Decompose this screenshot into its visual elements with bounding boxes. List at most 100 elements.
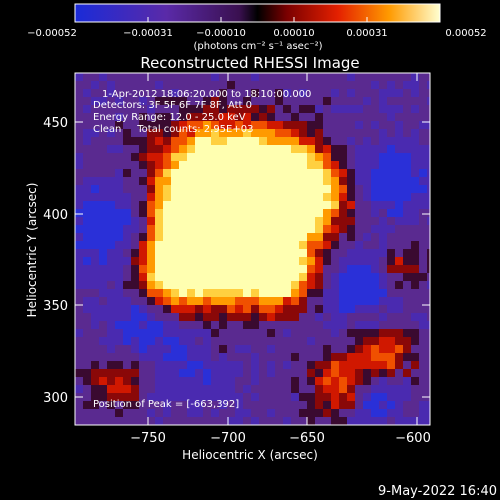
image-pixel [139, 401, 147, 409]
image-pixel [299, 313, 307, 321]
image-pixel [75, 185, 83, 193]
image-pixel [187, 153, 195, 161]
image-pixel [147, 193, 155, 201]
image-pixel [83, 201, 91, 209]
image-pixel [363, 289, 371, 297]
image-pixel [179, 201, 187, 209]
image-pixel [107, 161, 115, 169]
image-pixel [299, 153, 307, 161]
image-pixel [259, 409, 267, 417]
image-pixel [131, 273, 139, 281]
image-pixel [411, 81, 419, 89]
image-pixel [275, 385, 283, 393]
image-pixel [371, 393, 379, 401]
image-pixel [83, 345, 91, 353]
image-pixel [83, 169, 91, 177]
image-pixel [123, 185, 131, 193]
image-pixel [355, 129, 363, 137]
image-pixel [331, 161, 339, 169]
image-pixel [155, 409, 163, 417]
image-pixel [259, 161, 267, 169]
image-pixel [227, 249, 235, 257]
image-pixel [131, 177, 139, 185]
image-pixel [419, 417, 427, 425]
image-pixel [379, 137, 387, 145]
image-pixel [75, 89, 83, 97]
image-pixel [371, 409, 379, 417]
image-pixel [267, 401, 275, 409]
image-pixel [187, 81, 195, 89]
image-pixel [243, 73, 251, 81]
image-pixel [275, 369, 283, 377]
image-pixel [187, 169, 195, 177]
image-pixel [275, 345, 283, 353]
image-pixel [331, 153, 339, 161]
image-pixel [355, 121, 363, 129]
image-pixel [291, 201, 299, 209]
image-pixel [131, 385, 139, 393]
image-pixel [251, 289, 259, 297]
image-pixel [275, 241, 283, 249]
image-pixel [355, 369, 363, 377]
image-pixel [379, 201, 387, 209]
image-pixel [395, 393, 403, 401]
image-pixel [339, 105, 347, 113]
image-pixel [267, 121, 275, 129]
image-pixel [395, 273, 403, 281]
image-pixel [179, 353, 187, 361]
image-pixel [299, 217, 307, 225]
image-pixel [387, 401, 395, 409]
image-pixel [203, 121, 211, 129]
image-pixel [155, 129, 163, 137]
image-pixel [155, 249, 163, 257]
image-pixel [379, 273, 387, 281]
image-pixel [331, 361, 339, 369]
image-pixel [187, 177, 195, 185]
image-pixel [291, 81, 299, 89]
image-pixel [275, 153, 283, 161]
image-pixel [315, 393, 323, 401]
image-pixel [427, 97, 430, 105]
image-pixel [203, 185, 211, 193]
image-pixel [395, 89, 403, 97]
image-pixel [395, 313, 403, 321]
image-pixel [243, 273, 251, 281]
annotation-time-range: 1-Apr-2012 18:06:20.000 to 18:10:00.000 [102, 89, 311, 100]
image-pixel [227, 193, 235, 201]
image-pixel [371, 321, 379, 329]
image-pixel [179, 193, 187, 201]
image-pixel [115, 369, 123, 377]
image-pixel [227, 73, 235, 81]
image-pixel [227, 177, 235, 185]
image-pixel [299, 321, 307, 329]
image-pixel [331, 121, 339, 129]
image-pixel [371, 217, 379, 225]
image-pixel [163, 417, 171, 425]
image-pixel [307, 249, 315, 257]
image-pixel [323, 377, 331, 385]
image-pixel [243, 337, 251, 345]
image-pixel [243, 393, 251, 401]
image-pixel [99, 289, 107, 297]
image-pixel [323, 249, 331, 257]
image-pixel [155, 369, 163, 377]
image-pixel [315, 137, 323, 145]
image-pixel [323, 329, 331, 337]
image-pixel [203, 145, 211, 153]
image-pixel [75, 361, 83, 369]
image-pixel [267, 185, 275, 193]
image-pixel [83, 417, 91, 425]
image-pixel [299, 393, 307, 401]
image-pixel [219, 161, 227, 169]
image-pixel [203, 393, 211, 401]
image-pixel [371, 185, 379, 193]
image-pixel [123, 345, 131, 353]
image-pixel [379, 361, 387, 369]
image-pixel [315, 385, 323, 393]
image-pixel [115, 417, 123, 425]
image-pixel [123, 249, 131, 257]
image-pixel [371, 401, 379, 409]
image-pixel [379, 377, 387, 385]
image-pixel [395, 169, 403, 177]
image-pixel [99, 273, 107, 281]
